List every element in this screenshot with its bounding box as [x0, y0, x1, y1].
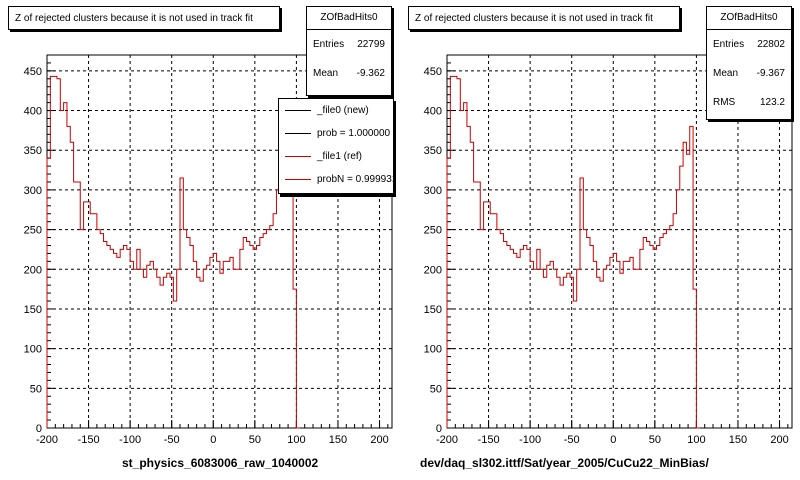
x-tick-label: 0: [610, 434, 616, 446]
y-tick-label: 450: [424, 66, 442, 78]
stats-entries-value: 22799: [357, 39, 385, 50]
y-tick-label: 0: [36, 423, 42, 435]
legend-entry-prob: prob = 1.000000: [279, 122, 393, 145]
stats-mean-row: Mean -9.367: [707, 59, 791, 88]
histogram-series-line: [446, 75, 700, 429]
stats-entries-label: Entries: [313, 39, 345, 50]
y-tick-label: 200: [424, 264, 442, 276]
y-tick-label: 250: [424, 225, 442, 237]
x-tick-label: -150: [78, 434, 100, 446]
y-tick-label: 150: [24, 304, 42, 316]
legend-label: probN = 0.999931: [317, 174, 394, 185]
stats-entries-value: 22802: [757, 39, 785, 50]
x-tick-label: 150: [729, 434, 747, 446]
histogram-panel-left: -200 -150 -100 -50 0 50 100 150 200 0 50 100 150 200 2…: [8, 6, 394, 470]
y-tick-label: 450: [24, 66, 42, 78]
y-tick-label: 150: [424, 304, 442, 316]
x-tick-label: -200: [36, 434, 58, 446]
legend-label: _file0 (new): [317, 105, 369, 116]
legend-swatch: [285, 133, 311, 134]
histogram-plot-right: -200 -150 -100 -50 0 50 100 150 200 0 50 100 150 200 2…: [424, 54, 793, 446]
x-tick-label: -50: [564, 434, 580, 446]
y-tick-label: 250: [24, 225, 42, 237]
stats-mean-row: Mean -9.362: [307, 59, 391, 88]
stats-entries-label: Entries: [713, 39, 745, 50]
y-tick-label: 350: [424, 145, 442, 157]
x-tick-label: 200: [370, 434, 388, 446]
stats-mean-label: Mean: [713, 68, 739, 79]
x-tick-label: -100: [519, 434, 541, 446]
y-tick-label: 50: [430, 383, 442, 395]
x-tick-label: 50: [249, 434, 261, 446]
x-tick-label: 200: [770, 434, 788, 446]
histogram-series-line: [46, 75, 300, 429]
y-tick-label: 400: [424, 106, 442, 118]
x-tick-label: -200: [436, 434, 458, 446]
y-tick-label: 400: [24, 106, 42, 118]
legend: _file0 (new) prob = 1.000000 _file1 (ref…: [278, 98, 394, 194]
y-tick-label: 100: [424, 344, 442, 356]
x-tick-label: 100: [687, 434, 705, 446]
y-tick-label: 0: [436, 423, 442, 435]
y-tick-label: 50: [30, 383, 42, 395]
stats-histogram-name: ZOfBadHits0: [307, 7, 391, 30]
y-tick-label: 300: [424, 185, 442, 197]
stats-rms-row: RMS 123.2: [707, 88, 791, 117]
legend-swatch: [285, 156, 311, 157]
legend-label: prob = 1.000000: [317, 128, 391, 139]
legend-entry-file0: _file0 (new): [279, 99, 393, 122]
x-tick-label: 50: [649, 434, 661, 446]
stats-mean-value: -9.367: [756, 68, 785, 79]
x-tick-label: 150: [329, 434, 347, 446]
x-axis-caption: st_physics_6083006_raw_1040002: [122, 456, 319, 470]
y-tick-label: 300: [24, 185, 42, 197]
stats-mean-value: -9.362: [356, 68, 385, 79]
x-tick-label: -50: [164, 434, 180, 446]
stats-mean-label: Mean: [313, 68, 339, 79]
legend-entry-probn: probN = 0.999931: [279, 168, 393, 191]
legend-label: _file1 (ref): [317, 151, 363, 162]
stats-entries-row: Entries 22799: [307, 30, 391, 59]
y-tick-label: 200: [24, 264, 42, 276]
stats-entries-row: Entries 22802: [707, 30, 791, 59]
stats-rms-label: RMS: [713, 97, 736, 108]
x-tick-label: 0: [210, 434, 216, 446]
legend-swatch: [285, 110, 311, 111]
stats-box: ZOfBadHits0 Entries 22802 Mean -9.367 RM…: [706, 6, 792, 120]
y-tick-label: 100: [24, 344, 42, 356]
x-tick-label: 100: [287, 434, 305, 446]
stats-box: ZOfBadHits0 Entries 22799 Mean -9.362: [306, 6, 392, 96]
chart-title: Z of rejected clusters because it is not…: [408, 6, 680, 30]
chart-title: Z of rejected clusters because it is not…: [8, 6, 280, 30]
x-tick-label: -100: [119, 434, 141, 446]
stats-rms-value: 123.2: [759, 97, 785, 108]
stats-histogram-name: ZOfBadHits0: [707, 7, 791, 30]
y-tick-label: 350: [24, 145, 42, 157]
x-axis-caption: dev/daq_sl302.ittf/Sat/year_2005/CuCu22_…: [420, 456, 709, 470]
x-tick-label: -150: [478, 434, 500, 446]
legend-swatch: [285, 179, 311, 180]
legend-entry-file1: _file1 (ref): [279, 145, 393, 168]
histogram-panel-right: -200 -150 -100 -50 0 50 100 150 200 0 50 100 150 200 2…: [400, 0, 800, 480]
